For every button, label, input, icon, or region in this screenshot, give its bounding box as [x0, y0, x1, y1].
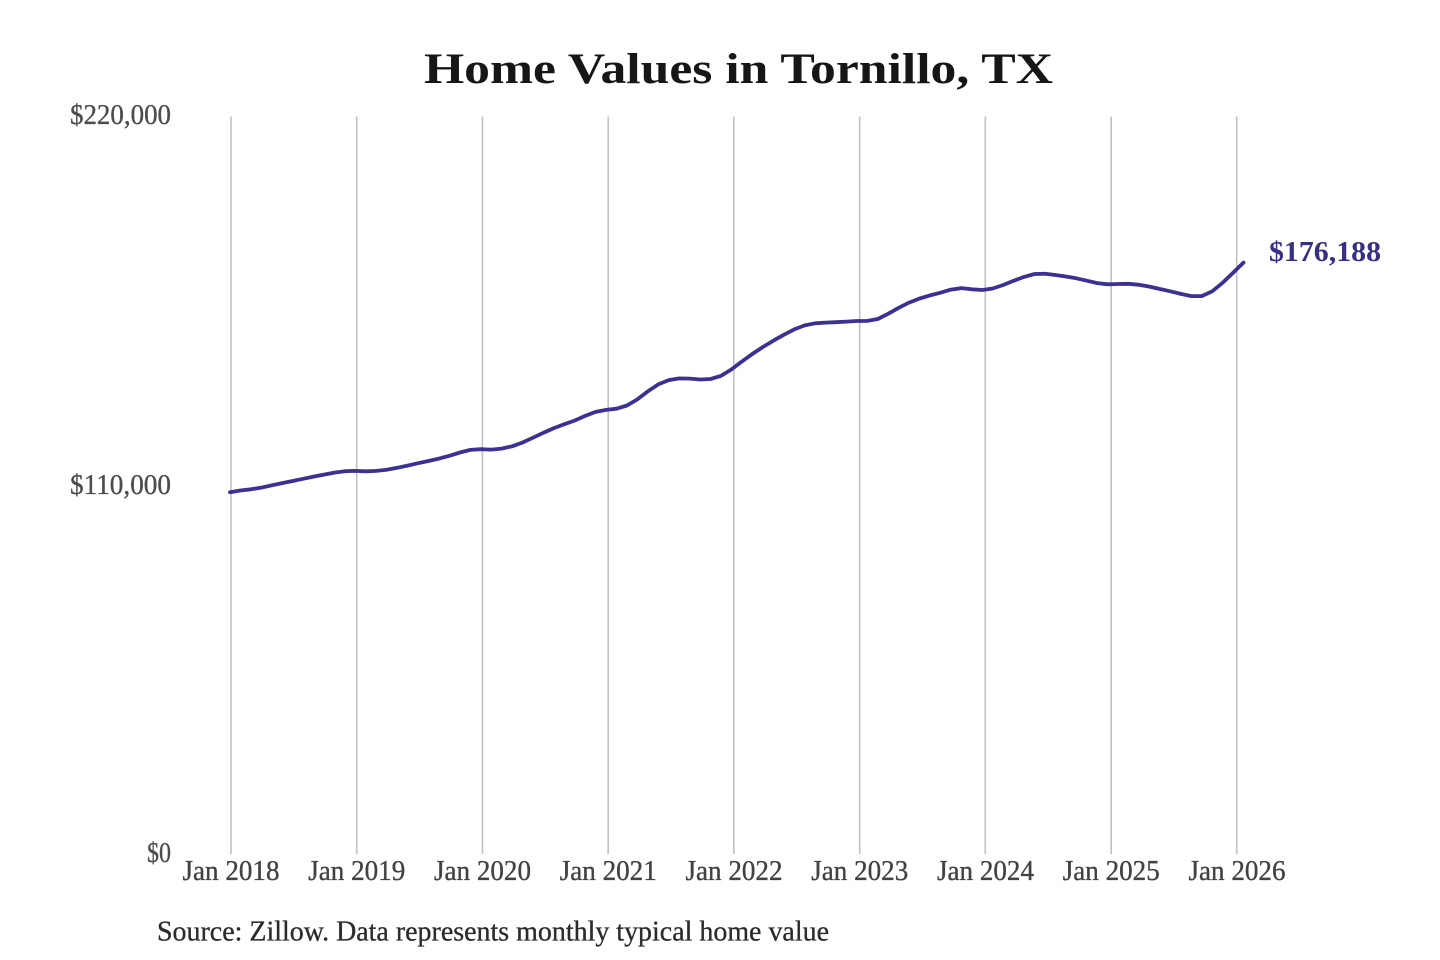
- svg-text:Jan 2019: Jan 2019: [308, 856, 405, 887]
- svg-text:Jan 2020: Jan 2020: [434, 856, 531, 887]
- svg-text:Jan 2024: Jan 2024: [937, 856, 1034, 887]
- svg-text:Jan 2023: Jan 2023: [811, 856, 908, 887]
- svg-text:Source: Zillow. Data represent: Source: Zillow. Data represents monthly …: [157, 917, 829, 948]
- svg-text:$176,188: $176,188: [1269, 236, 1381, 268]
- svg-text:Jan 2025: Jan 2025: [1063, 856, 1160, 887]
- svg-text:$0: $0: [147, 838, 171, 869]
- svg-text:Home Values in Tornillo, TX: Home Values in Tornillo, TX: [424, 46, 1053, 93]
- svg-text:$220,000: $220,000: [70, 100, 171, 131]
- svg-text:Jan 2022: Jan 2022: [686, 856, 783, 887]
- svg-text:Jan 2026: Jan 2026: [1189, 856, 1286, 887]
- svg-text:Jan 2018: Jan 2018: [183, 856, 280, 887]
- svg-text:Jan 2021: Jan 2021: [560, 856, 657, 887]
- svg-text:$110,000: $110,000: [70, 470, 171, 501]
